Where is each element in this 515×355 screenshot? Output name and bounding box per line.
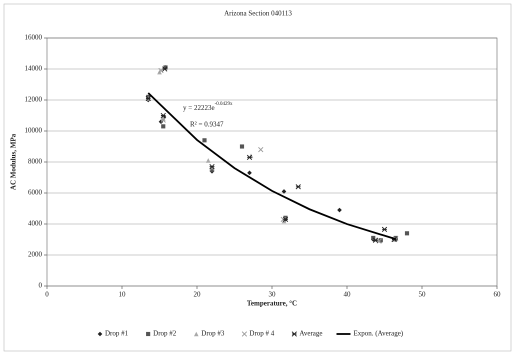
point — [239, 144, 245, 149]
point — [202, 138, 207, 143]
equation-exponent: -0.0429x — [215, 102, 233, 107]
point — [161, 124, 166, 129]
equation-base: y = 22223e — [183, 104, 215, 112]
point — [160, 112, 166, 119]
point — [404, 231, 410, 236]
chart-title: Arizona Section 040113 — [224, 10, 292, 18]
point — [160, 116, 166, 121]
x-axis-title: Temperature, °C — [247, 300, 297, 308]
point — [145, 95, 151, 102]
point — [209, 164, 215, 170]
point — [160, 117, 166, 123]
x-tick-label: 10 — [119, 291, 127, 299]
legend-label: Drop #3 — [201, 330, 225, 338]
point — [246, 154, 253, 160]
y-tick-label: 6000 — [28, 189, 43, 197]
r-squared: R² = 0.9347 — [190, 121, 224, 129]
point — [282, 216, 289, 222]
point — [281, 189, 287, 194]
legend-swatch — [193, 331, 199, 337]
legend-label: Drop # 4 — [249, 330, 274, 338]
legend-label: Drop #1 — [105, 330, 129, 338]
y-tick-label: 4000 — [28, 220, 43, 228]
point — [337, 207, 342, 213]
legend-swatch — [146, 331, 151, 337]
chart-frame — [3, 3, 512, 352]
point — [247, 170, 252, 176]
y-tick-label: 8000 — [28, 158, 43, 166]
point — [378, 238, 383, 243]
trend-equation: y = 22223e-0.0429x — [183, 102, 233, 111]
x-tick-label: 50 — [419, 291, 427, 299]
point — [283, 215, 288, 220]
x-tick-label: 40 — [344, 291, 352, 299]
point — [295, 184, 301, 190]
x-tick-label: 0 — [45, 291, 49, 299]
y-tick-label: 0 — [39, 282, 43, 290]
y-tick-label: 2000 — [28, 251, 43, 259]
y-tick-label: 16000 — [25, 34, 43, 42]
y-tick-label: 12000 — [25, 96, 43, 104]
point — [381, 226, 388, 233]
x-tick-label: 20 — [194, 291, 202, 299]
x-tick-label: 60 — [494, 291, 502, 299]
legend-swatch — [97, 331, 103, 337]
point — [205, 158, 211, 163]
point — [163, 65, 168, 70]
legend-label: Expon. (Average) — [354, 330, 404, 338]
x-tick-label: 30 — [269, 291, 277, 299]
point — [162, 66, 168, 72]
legend-label: Average — [299, 330, 322, 338]
legend-swatch — [291, 331, 297, 337]
point — [209, 167, 215, 172]
y-tick-label: 10000 — [25, 127, 43, 135]
y-tick-label: 14000 — [25, 65, 43, 73]
legend-label: Drop #2 — [153, 330, 177, 338]
point — [258, 146, 264, 153]
plot-frame — [46, 37, 498, 287]
point — [372, 237, 379, 243]
legend-swatch — [241, 331, 248, 337]
y-axis-title: AC Modulus, MPa — [10, 133, 18, 190]
trend-line — [147, 92, 397, 241]
